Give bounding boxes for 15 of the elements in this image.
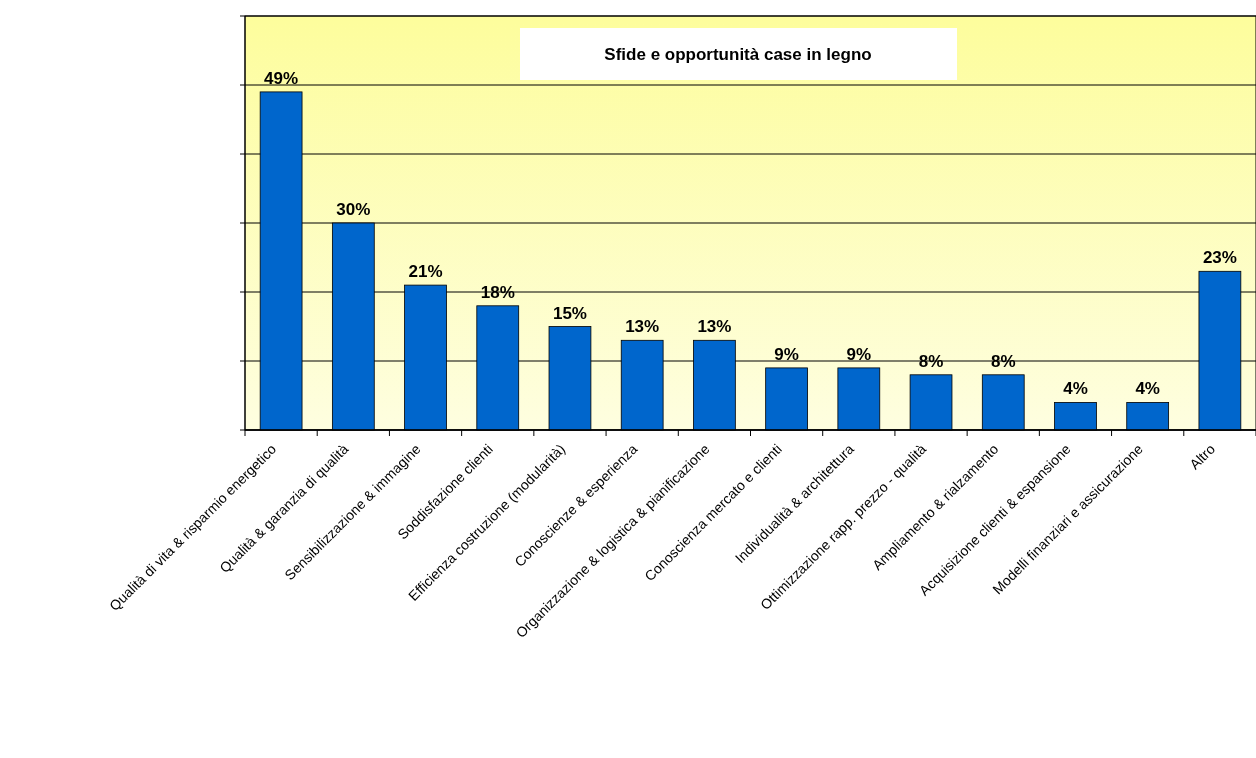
data-label: 30% <box>336 200 371 219</box>
data-label: 4% <box>1135 379 1160 399</box>
data-label: 18% <box>480 282 515 302</box>
data-label: 8% <box>990 351 1016 371</box>
data-label: 4% <box>1063 379 1088 399</box>
data-label: 13% <box>625 317 660 337</box>
text: Sfide e opportunità case in legno <box>604 44 872 64</box>
data-label: 13% <box>697 317 732 337</box>
data-label: 23% <box>1202 248 1237 268</box>
data-label: 9% <box>846 344 872 364</box>
data-label: 9% <box>774 344 799 364</box>
data-label: 15% <box>552 303 587 323</box>
data-label: 49% <box>264 68 299 88</box>
data-label: 21% <box>408 262 443 282</box>
data-label: 8% <box>918 351 944 371</box>
